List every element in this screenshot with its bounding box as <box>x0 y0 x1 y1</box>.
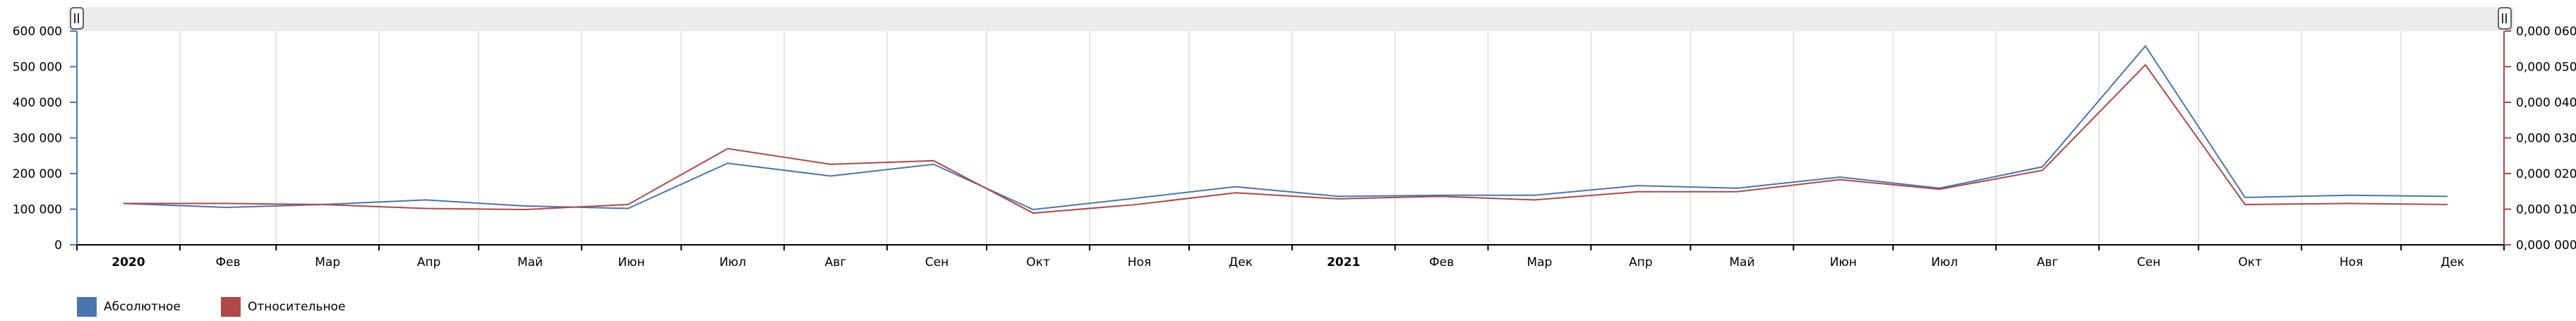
series-line-relative <box>123 63 2448 214</box>
legend-item-absolute[interactable]: Абсолютное <box>77 296 181 317</box>
y-left-tick-label: 600 000 <box>13 25 62 39</box>
x-tick-label: 2021 <box>1327 255 1360 269</box>
y-left-tick-label: 100 000 <box>13 203 62 217</box>
x-tick-label: Авг <box>825 255 847 269</box>
x-tick-label: Май <box>1729 255 1755 269</box>
x-tick-label: Фев <box>215 255 240 269</box>
x-tick-label: Сен <box>2137 255 2160 269</box>
legend-label-absolute: Абсолютное <box>104 300 181 314</box>
x-tick-label: Июл <box>1931 255 1958 269</box>
x-tick-label: Окт <box>2238 255 2262 269</box>
y-left-tick-label: 400 000 <box>13 96 62 110</box>
y-right-tick-label: 0,000 030 <box>2516 132 2576 146</box>
legend-swatch-absolute <box>77 297 97 317</box>
legend-label-relative: Относительное <box>248 300 346 314</box>
scroll-handle-right[interactable] <box>2498 7 2512 30</box>
x-tick-label: Июн <box>618 255 645 269</box>
x-tick-label: Июл <box>719 255 746 269</box>
legend-swatch-relative <box>221 297 241 317</box>
y-right-tick-label: 0,000 040 <box>2516 96 2576 110</box>
legend-item-relative[interactable]: Относительное <box>221 296 345 317</box>
x-tick-label: Ноя <box>1128 255 1151 269</box>
x-tick-label: Мар <box>1527 255 1552 269</box>
y-right-tick-label: 0,000 060 <box>2516 25 2576 39</box>
x-tick-label: Сен <box>925 255 949 269</box>
x-tick-label: Июн <box>1830 255 1857 269</box>
y-right-tick-label: 0,000 010 <box>2516 203 2576 217</box>
y-left-tick-label: 500 000 <box>13 61 62 75</box>
y-right-tick-label: 0,000 020 <box>2516 167 2576 181</box>
x-tick-label: Фев <box>1429 255 1454 269</box>
y-right-tick-label: 0,000 000 <box>2516 238 2576 253</box>
scroll-handle-left[interactable] <box>70 7 84 30</box>
x-tick-label: Дек <box>1229 255 1253 269</box>
x-tick-label: Мар <box>315 255 340 269</box>
y-left-tick-label: 300 000 <box>13 132 62 146</box>
x-tick-label: Окт <box>1026 255 1050 269</box>
x-tick-label: Ноя <box>2340 255 2363 269</box>
x-tick-label: Дек <box>2440 255 2464 269</box>
y-left-tick-label: 0 <box>54 238 62 253</box>
x-tick-label: Апр <box>417 255 441 269</box>
y-left-tick-label: 200 000 <box>13 167 62 181</box>
scrollbar-track[interactable] <box>68 7 2514 31</box>
series-line-absolute <box>123 44 2448 211</box>
x-tick-label: Авг <box>2037 255 2059 269</box>
x-tick-label: 2020 <box>112 255 145 269</box>
x-tick-label: Май <box>517 255 543 269</box>
x-tick-label: Апр <box>1629 255 1653 269</box>
y-right-tick-label: 0,000 050 <box>2516 61 2576 75</box>
